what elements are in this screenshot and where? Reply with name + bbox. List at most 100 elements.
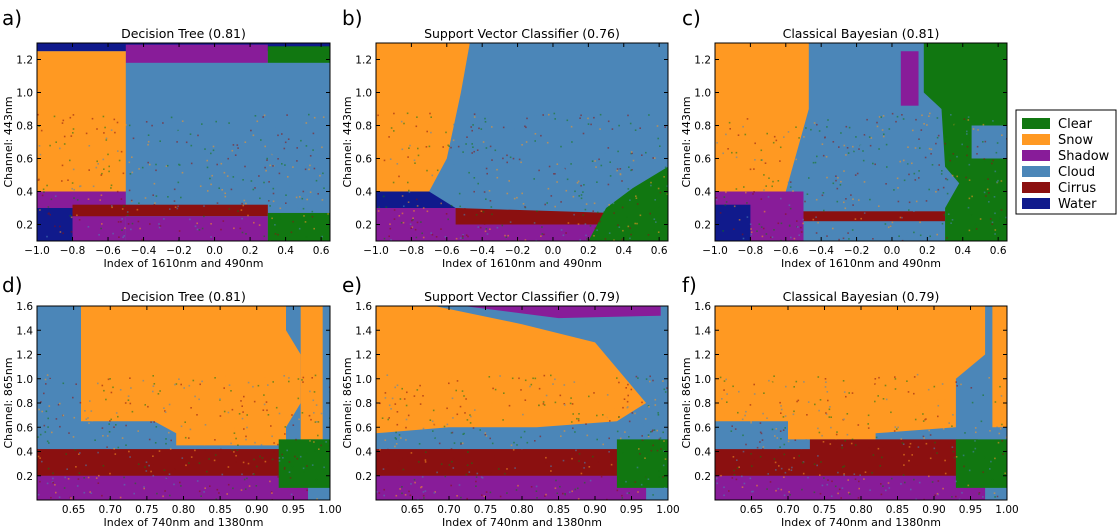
sample-point [652, 444, 654, 447]
sample-point [634, 222, 636, 225]
sample-point [480, 210, 483, 212]
region-cirrus [72, 204, 268, 217]
sample-point [301, 197, 304, 200]
sample-point [100, 174, 103, 176]
x-tick-label: 0.75 [813, 504, 836, 516]
sample-point [137, 220, 140, 223]
sample-point [42, 188, 45, 191]
sample-point [412, 455, 414, 458]
sample-point [47, 467, 50, 470]
sample-point [766, 152, 768, 154]
sample-point [740, 412, 742, 415]
sample-point [245, 438, 247, 441]
sample-point [626, 400, 629, 403]
sample-point [268, 150, 271, 152]
sample-point [264, 166, 266, 169]
sample-point [450, 204, 453, 207]
sample-point [240, 489, 243, 491]
sample-point [216, 163, 218, 166]
sample-point [272, 381, 274, 383]
sample-point [801, 488, 803, 491]
sample-point [596, 419, 599, 421]
sample-point [224, 195, 227, 198]
sample-point [878, 376, 880, 379]
sample-point [390, 408, 392, 410]
sample-point [791, 383, 793, 385]
sample-point [826, 176, 828, 179]
sample-point [263, 114, 266, 117]
sample-point [597, 211, 599, 214]
sample-point [311, 214, 313, 216]
sample-point [885, 143, 888, 146]
sample-point [141, 238, 143, 241]
sample-point [607, 120, 610, 123]
sample-point [780, 488, 783, 491]
sample-point [817, 455, 819, 457]
sample-point [272, 200, 275, 203]
sample-point [867, 414, 870, 417]
sample-point [923, 123, 925, 125]
sample-point [649, 212, 651, 215]
panel-title: Classical Bayesian (0.79) [783, 289, 940, 304]
sample-point [47, 213, 50, 215]
sample-point [618, 416, 620, 418]
sample-point [421, 232, 423, 235]
sample-point [400, 221, 403, 224]
sample-point [163, 469, 166, 471]
sample-point [585, 423, 587, 425]
sample-point [70, 135, 73, 137]
sample-point [472, 449, 475, 452]
sample-point [791, 466, 793, 469]
sample-point [482, 141, 485, 143]
sample-point [908, 173, 910, 176]
sample-point [513, 128, 515, 131]
sample-point [730, 430, 733, 432]
sample-point [929, 457, 932, 460]
sample-point [908, 459, 910, 462]
sample-point [411, 149, 414, 152]
sample-point [52, 477, 54, 480]
sample-point [49, 213, 51, 216]
sample-point [394, 450, 396, 452]
sample-point [428, 472, 431, 474]
sample-point [169, 448, 172, 450]
sample-point [847, 179, 850, 182]
sample-point [502, 419, 504, 421]
sample-point [744, 133, 747, 136]
sample-point [761, 439, 764, 441]
sample-point [168, 473, 171, 475]
sample-point [897, 200, 900, 203]
sample-point [955, 480, 957, 483]
sample-point [923, 162, 925, 165]
sample-point [174, 383, 176, 386]
sample-point [397, 132, 399, 135]
sample-point [63, 143, 66, 145]
sample-point [866, 118, 868, 121]
sample-point [394, 403, 397, 405]
sample-point [228, 122, 230, 124]
sample-point [114, 131, 116, 134]
sample-point [638, 448, 640, 450]
sample-point [614, 138, 617, 141]
sample-point [888, 487, 891, 489]
sample-point [323, 466, 325, 469]
sample-point [280, 218, 282, 220]
sample-point [288, 380, 290, 383]
sample-point [474, 442, 476, 445]
sample-point [116, 121, 119, 124]
sample-point [627, 114, 629, 117]
sample-point [285, 202, 287, 204]
sample-point [416, 198, 418, 201]
sample-point [467, 235, 469, 238]
sample-point [388, 417, 390, 419]
sample-point [594, 160, 596, 162]
x-tick-label: −0.6 [434, 245, 460, 257]
sample-point [647, 434, 650, 436]
sample-point [783, 453, 786, 456]
sample-point [940, 173, 943, 175]
sample-point [67, 179, 69, 181]
sample-point [510, 183, 513, 186]
sample-point [846, 147, 849, 149]
x-tick-label: 0.80 [849, 504, 872, 516]
sample-point [131, 410, 134, 413]
